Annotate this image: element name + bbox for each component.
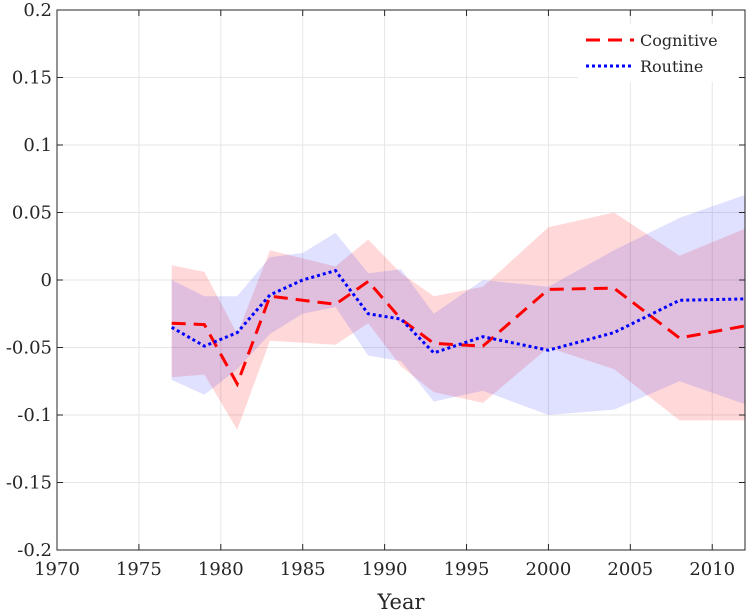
x-tick-label: 2000 xyxy=(526,559,572,580)
x-tick-label: 2005 xyxy=(607,559,653,580)
legend-box xyxy=(578,24,738,82)
confidence-band-cognitive xyxy=(171,212,745,430)
y-tick-label: 0.2 xyxy=(23,0,52,21)
x-axis-label: Year xyxy=(376,590,425,613)
series-line-cognitive xyxy=(171,279,746,388)
x-tick-label: 1985 xyxy=(280,559,326,580)
x-tick-label: 1990 xyxy=(362,559,408,580)
y-tick-label: 0.15 xyxy=(12,68,52,89)
y-tick-label: 0 xyxy=(41,270,52,291)
legend-label-cognitive: Cognitive xyxy=(640,31,718,50)
y-tick-label: -0.15 xyxy=(6,473,52,494)
y-axis-ticks: 0.2 0.15 0.1 0.05 0 -0.05 -0.1 -0.15 -0.2 xyxy=(6,0,745,561)
y-tick-label: -0.05 xyxy=(6,338,52,359)
x-tick-label: 1980 xyxy=(198,559,244,580)
x-tick-label: 1975 xyxy=(116,559,162,580)
x-axis-ticks: 1970 1975 1980 1985 1990 1995 2000 2005 2010 xyxy=(34,10,735,580)
y-tick-label: 0.05 xyxy=(12,203,52,224)
y-tick-label: 0.1 xyxy=(23,135,52,156)
legend: Cognitive Routine xyxy=(578,24,738,82)
series-line-routine xyxy=(170,268,746,355)
legend-label-routine: Routine xyxy=(640,57,703,76)
y-tick-label: -0.2 xyxy=(17,540,52,561)
confidence-band-routine xyxy=(171,194,745,415)
x-tick-label: 2010 xyxy=(689,559,735,580)
confidence-bands xyxy=(171,194,745,430)
x-tick-label: 1995 xyxy=(444,559,490,580)
x-tick-label: 1970 xyxy=(34,559,80,580)
y-tick-label: -0.1 xyxy=(17,405,52,426)
series-lines xyxy=(170,268,746,388)
